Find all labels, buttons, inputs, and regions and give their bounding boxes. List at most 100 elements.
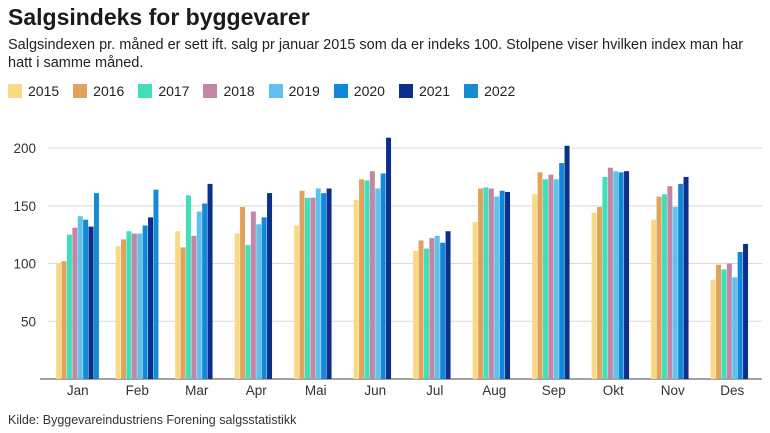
bar-sep-2020 [559,163,565,379]
legend-item-2015: 2015 [8,83,59,99]
y-tick-label: 200 [13,141,36,156]
bar-apr-2018 [250,211,256,379]
bar-jul-2019 [434,235,440,379]
legend-label: 2019 [288,83,320,99]
bar-nov-2019 [672,206,678,379]
bar-nov-2021 [683,176,689,379]
bar-feb-2022 [153,189,159,379]
bar-des-2021 [743,243,749,379]
bar-mai-2021 [326,188,332,379]
bar-okt-2020 [618,172,624,379]
x-tick-label: Sep [542,383,566,398]
bar-feb-2020 [142,225,148,379]
x-tick-label: Feb [126,383,149,398]
bar-jul-2021 [445,231,451,379]
bar-jun-2018 [369,171,375,379]
bar-feb-2018 [131,233,137,379]
bar-sep-2019 [553,179,559,379]
bar-sep-2015 [532,194,538,379]
bar-jan-2017 [66,234,72,379]
bar-mar-2017 [185,195,191,379]
bar-mai-2017 [304,197,310,379]
bar-mai-2016 [299,190,305,379]
legend-swatch [398,84,413,98]
x-tick-label: Nov [661,383,685,398]
legend-swatch [464,84,479,98]
bar-apr-2016 [240,206,246,379]
x-tick-label: Des [720,383,744,398]
bar-jun-2020 [380,173,386,379]
bar-mai-2020 [321,193,327,379]
bar-nov-2018 [667,186,673,379]
bar-aug-2018 [488,188,494,379]
bar-mar-2015 [175,231,181,379]
bar-sep-2017 [542,179,548,379]
bar-mai-2018 [310,197,316,379]
legend-item-2016: 2016 [73,83,124,99]
bar-sep-2021 [564,145,570,379]
x-tick-label: Aug [482,383,506,398]
legend-swatch [138,84,153,98]
legend-item-2021: 2021 [398,83,450,99]
bar-feb-2019 [137,233,143,379]
bar-okt-2019 [613,171,619,379]
bar-apr-2019 [256,224,262,379]
bar-apr-2017 [245,245,251,379]
legend-swatch [8,84,22,98]
bar-mar-2021 [207,183,213,379]
legend-swatch [203,84,218,98]
bar-okt-2015 [591,212,597,379]
y-tick-label: 150 [13,199,36,214]
bar-des-2016 [716,264,722,379]
bar-okt-2021 [624,171,630,379]
y-tick-label: 100 [13,257,36,272]
bar-feb-2015 [115,246,121,379]
bar-feb-2021 [148,217,154,379]
bar-des-2020 [737,252,743,379]
bar-jun-2021 [386,137,392,379]
legend-item-2019: 2019 [268,83,320,99]
legend-swatch [333,84,348,98]
bar-nov-2017 [661,194,667,379]
bar-jul-2015 [413,250,419,379]
legend-item-2022: 2022 [464,83,515,99]
bar-aug-2020 [499,190,505,379]
bar-des-2015 [710,279,716,379]
bar-jun-2017 [364,180,370,379]
legend-label: 2022 [484,83,516,99]
legend-label: 2017 [158,83,190,99]
chart-subtitle: Salgsindexen pr. måned er sett ift. salg… [8,37,744,71]
bar-feb-2017 [126,231,132,379]
bar-jun-2015 [353,200,359,379]
legend-label: 2020 [353,83,385,99]
bar-nov-2020 [678,183,684,379]
bar-jan-2019 [77,216,83,379]
source-note: Kilde: Byggevareindustriens Forening sal… [8,413,297,427]
x-tick-label: Mai [305,383,327,398]
bar-des-2019 [732,277,738,379]
x-tick-label: Jan [67,383,89,398]
bar-jul-2018 [429,238,435,379]
bar-aug-2021 [505,191,511,379]
bar-jun-2019 [375,188,381,379]
chart-title: Salgsindeks for byggevarer [8,4,310,30]
bar-apr-2020 [261,217,267,379]
bar-jan-2015 [56,263,62,379]
bar-jan-2022 [93,193,99,379]
legend-item-2018: 2018 [203,83,255,99]
legend-item-2020: 2020 [333,83,385,99]
x-tick-label: Apr [246,383,268,398]
x-tick-label: Okt [603,383,624,398]
bar-sep-2016 [537,172,543,379]
legend-label: 2018 [223,83,255,99]
bar-okt-2018 [607,167,613,379]
bar-okt-2017 [602,176,608,379]
bar-mar-2016 [180,247,186,379]
bar-jan-2016 [61,261,67,379]
bar-jul-2020 [440,242,446,379]
legend-item-2017: 2017 [138,83,189,99]
bar-aug-2016 [478,188,484,379]
legend-label: 2016 [93,83,125,99]
bar-apr-2021 [267,193,273,379]
